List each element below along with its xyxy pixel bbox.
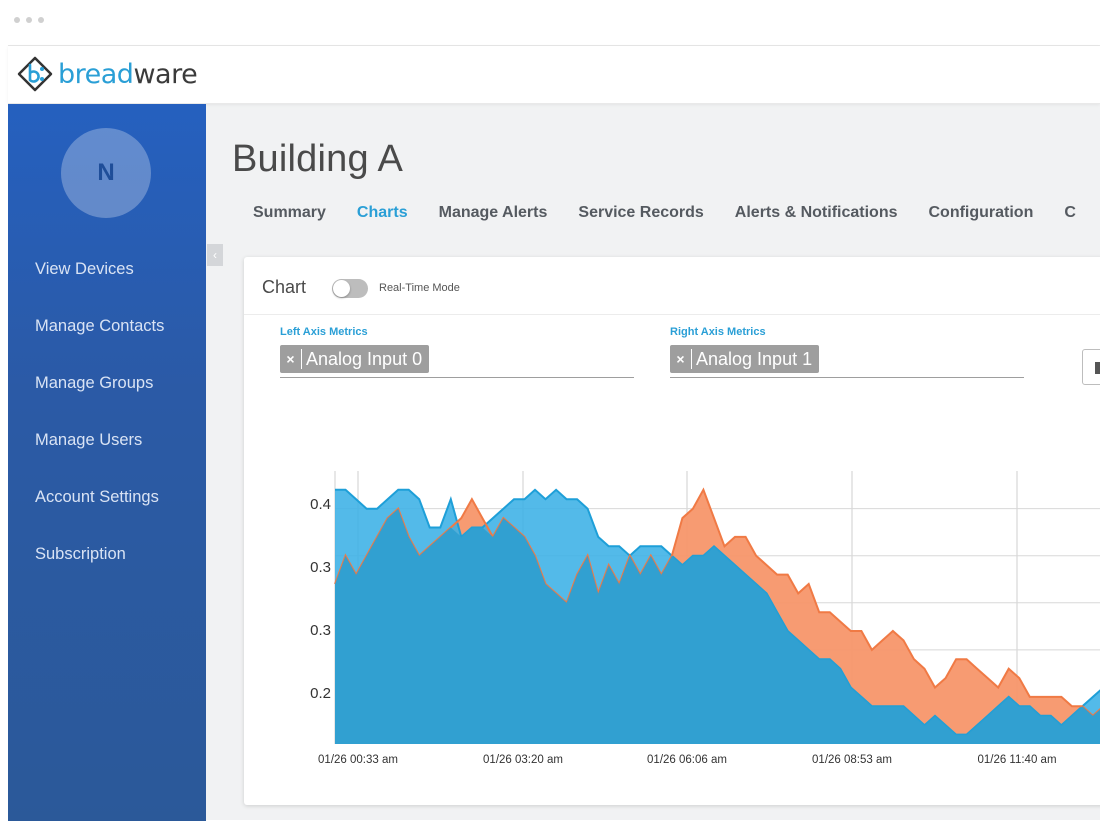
x-tick-label: 01/26 03:20 am (483, 754, 563, 766)
chevron-left-icon: ‹ (213, 248, 217, 262)
logo-wordmark: breadware (58, 58, 198, 90)
sidebar: N View Devices Manage Contacts Manage Gr… (8, 104, 206, 821)
x-tick-label: 01/26 00:33 am (318, 754, 398, 766)
y-axis-ticks: 0.4 0.3 0.3 0.2 (310, 496, 331, 702)
sidebar-item-account-settings[interactable]: Account Settings (35, 488, 159, 506)
logo-icon (17, 56, 53, 92)
sidebar-item-manage-groups[interactable]: Manage Groups (35, 374, 154, 392)
series-line-analog-input-1 (334, 487, 1100, 718)
area-chart: 0.4 0.3 0.3 0.2 01/26 00:33 am 01/26 03:20 a… (310, 471, 1100, 766)
left-axis-metrics-input[interactable]: × Analog Input 0 (280, 345, 634, 378)
tab-service-records[interactable]: Service Records (578, 204, 704, 221)
remove-chip-icon[interactable]: × (670, 349, 692, 369)
left-axis-metrics-field: Left Axis Metrics × Analog Input 0 (280, 326, 634, 378)
tab-configuration[interactable]: Configuration (928, 204, 1034, 221)
y-tick-label: 0.3 (310, 622, 331, 639)
remove-chip-icon[interactable]: × (280, 349, 302, 369)
window-dot (26, 17, 32, 23)
metric-chip-label: Analog Input 1 (696, 348, 813, 369)
window-dot (38, 17, 44, 23)
app-frame: breadware N View Devices Manage Contacts… (8, 45, 1100, 821)
metric-chip-label: Analog Input 0 (306, 348, 423, 369)
page-title: Building A (232, 138, 404, 180)
x-tick-label: 01/26 11:40 am (977, 754, 1056, 766)
x-axis-ticks: 01/26 00:33 am 01/26 03:20 am 01/26 06:06 … (318, 754, 1057, 766)
sidebar-item-manage-contacts[interactable]: Manage Contacts (35, 317, 165, 335)
window-controls (14, 17, 44, 23)
logo-text-right: ware (133, 58, 198, 90)
right-axis-metrics-label: Right Axis Metrics (670, 326, 766, 338)
tab-more[interactable]: C (1064, 204, 1076, 221)
chart-areas (334, 487, 1100, 744)
collapse-sidebar-button[interactable]: ‹ (207, 244, 223, 266)
right-axis-metrics-field: Right Axis Metrics × Analog Input 1 (670, 326, 1024, 378)
y-tick-label: 0.2 (310, 685, 331, 702)
main-content: Building A Summary Charts Manage Alerts … (206, 104, 1100, 821)
left-axis-metrics-label: Left Axis Metrics (280, 326, 368, 338)
x-tick-label: 01/26 08:53 am (812, 754, 892, 766)
series-area-overlap (335, 508, 1100, 744)
tab-charts[interactable]: Charts (356, 204, 408, 221)
real-time-mode-label: Real-Time Mode (379, 282, 460, 294)
trash-icon (1095, 362, 1100, 374)
real-time-mode-toggle[interactable] (332, 279, 368, 298)
window-dot (14, 17, 20, 23)
top-bar: breadware (8, 46, 1100, 104)
right-axis-metrics-input[interactable]: × Analog Input 1 (670, 345, 1024, 378)
chart-card-header: Chart Real-Time Mode (244, 257, 1100, 315)
y-tick-label: 0.4 (310, 496, 331, 513)
chart-options-button[interactable] (1082, 349, 1100, 385)
sidebar-item-manage-users[interactable]: Manage Users (35, 431, 143, 449)
breadware-logo[interactable]: breadware (16, 55, 198, 93)
metric-chip: × Analog Input 1 (670, 345, 820, 373)
chart-card: Chart Real-Time Mode Left Axis Metrics ×… (244, 257, 1100, 805)
chart-card-title: Chart (262, 277, 307, 297)
x-tick-label: 01/26 06:06 am (647, 754, 727, 766)
tab-manage-alerts[interactable]: Manage Alerts (438, 204, 548, 221)
logo-text-left: bread (58, 58, 134, 90)
sidebar-item-view-devices[interactable]: View Devices (35, 260, 134, 278)
toggle-knob (333, 280, 350, 297)
avatar[interactable]: N (61, 128, 151, 218)
sidebar-item-subscription[interactable]: Subscription (35, 545, 126, 563)
sidebar-nav: View Devices Manage Contacts Manage Grou… (35, 252, 164, 594)
tab-bar: Summary Charts Manage Alerts Service Rec… (253, 204, 1100, 222)
tab-summary[interactable]: Summary (253, 204, 326, 221)
tab-alerts-notifications[interactable]: Alerts & Notifications (734, 204, 898, 221)
metric-chip: × Analog Input 0 (280, 345, 430, 373)
y-tick-label: 0.3 (310, 559, 331, 576)
